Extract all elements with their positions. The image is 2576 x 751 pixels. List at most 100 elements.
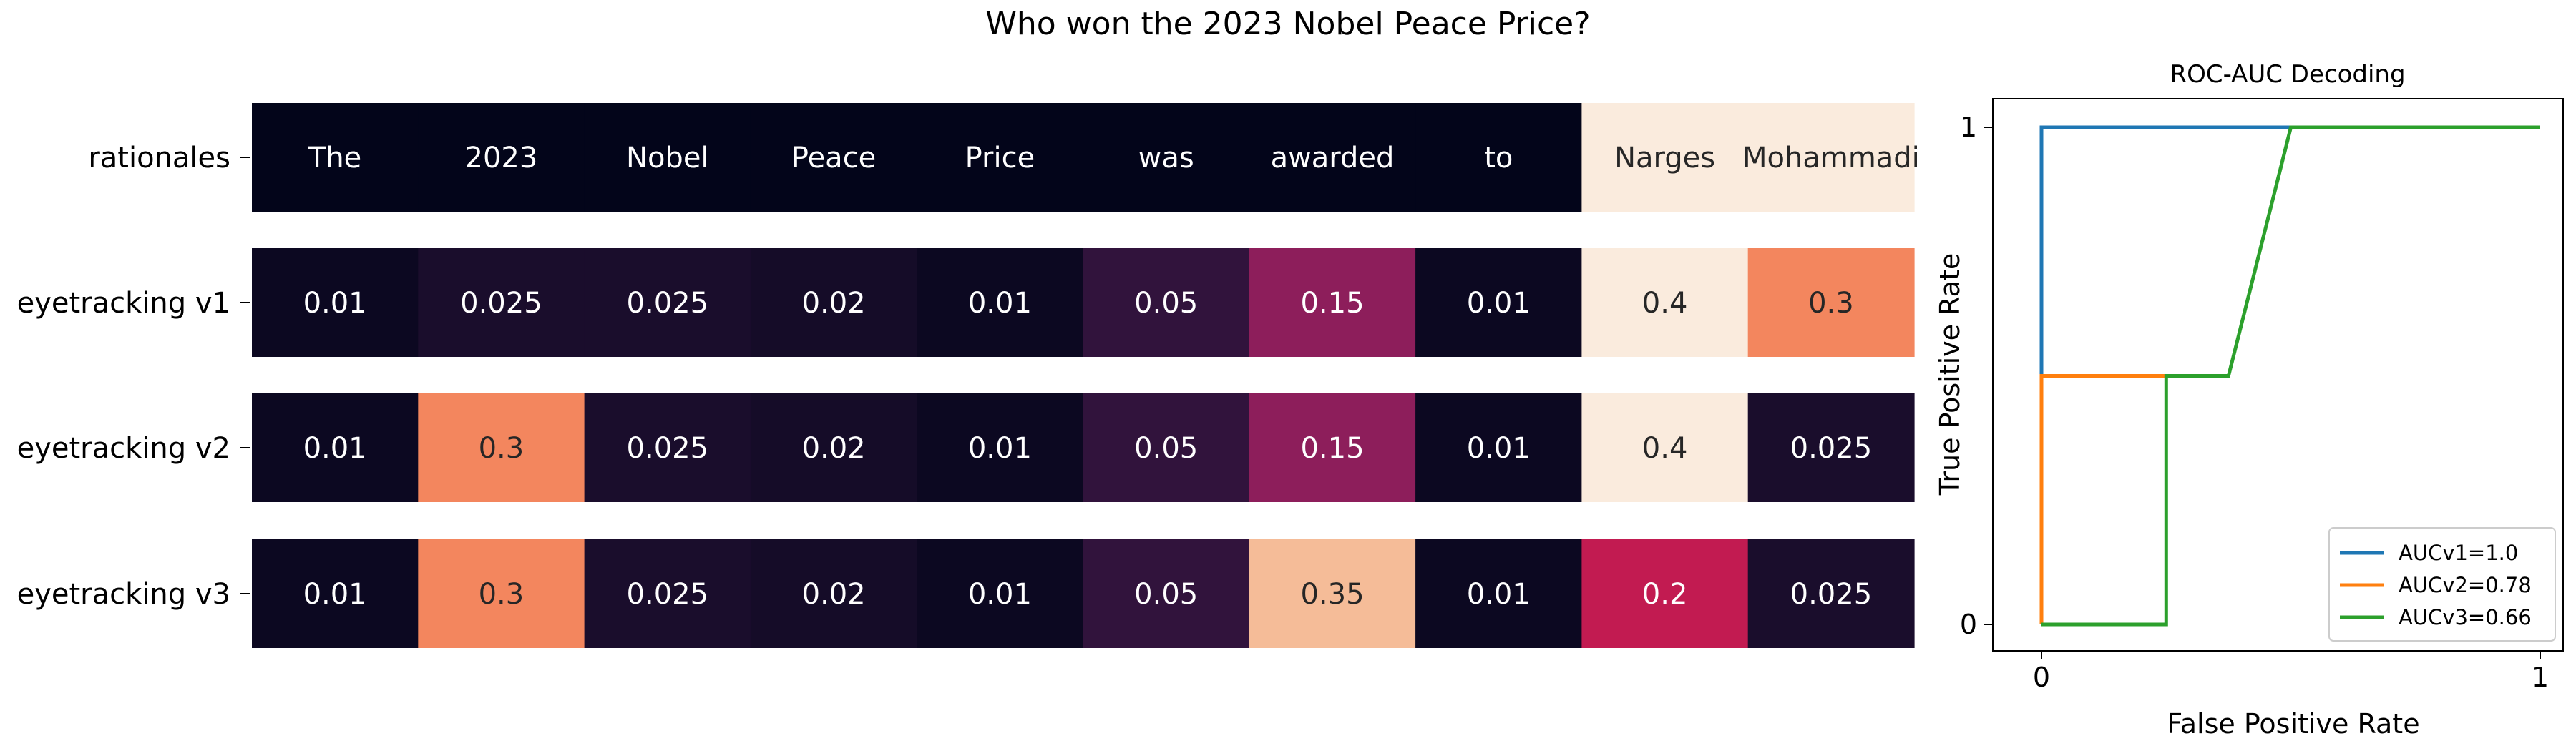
heatmap-row-label: eyetracking v2	[17, 432, 230, 465]
heatmap-cell-label: Narges	[1614, 142, 1715, 175]
heatmap-row-label: rationales	[88, 142, 230, 175]
heatmap-cell	[1249, 103, 1416, 212]
heatmap-cell	[252, 103, 419, 212]
roc-x-tick-label: 1	[2532, 662, 2549, 693]
heatmap-cells: The 2023 Nobel Peace Price was awarded to Narges…	[252, 103, 1920, 648]
heatmap-cell	[584, 393, 751, 502]
roc-series-line-1	[2039, 125, 2540, 376]
heatmap-cell	[1415, 539, 1582, 648]
heatmap-cell	[584, 103, 751, 212]
roc-chart: ROC-AUC Decoding 0 0 1 1 False Positive Rat…	[1934, 60, 2564, 740]
roc-y-tick-label: 1	[1960, 112, 1977, 143]
heatmap-cell	[418, 248, 585, 357]
heatmap-cell-label: 0.025	[627, 578, 709, 611]
heatmap-cell-label: 0.025	[460, 287, 542, 320]
heatmap-cell	[1415, 248, 1582, 357]
heatmap-cell	[1747, 539, 1915, 648]
heatmap-cell	[750, 393, 917, 502]
heatmap-cell	[917, 393, 1084, 502]
heatmap-cell	[1249, 393, 1416, 502]
heatmap-cell	[1083, 248, 1250, 357]
heatmap-cell	[917, 248, 1084, 357]
heatmap-cell	[917, 539, 1084, 648]
heatmap-cell	[1249, 539, 1416, 648]
heatmap-cell	[1415, 393, 1582, 502]
heatmap-cell-label: 2023	[465, 142, 538, 175]
heatmap-cell	[584, 539, 751, 648]
heatmap-cell-label: Mohammadi	[1742, 142, 1920, 175]
heatmap-cell	[1415, 103, 1582, 212]
heatmap-cell	[1581, 393, 1749, 502]
heatmap-cell	[418, 103, 585, 212]
heatmap-cell-label: 0.02	[802, 432, 866, 465]
heatmap-cell-label: 0.01	[968, 287, 1032, 320]
heatmap-cell	[1249, 248, 1416, 357]
figure-title: Who won the 2023 Nobel Peace Price?	[985, 6, 1590, 42]
roc-y-tick-label: 0	[1960, 609, 1977, 640]
heatmap-cell-label: 0.01	[968, 578, 1032, 611]
roc-series-line-3	[2041, 125, 2540, 627]
heatmap-cell-label: 0.01	[1467, 578, 1531, 611]
heatmap-cell-label: The	[308, 142, 361, 175]
heatmap-cell-label: Peace	[791, 142, 876, 175]
heatmap-cell	[1083, 103, 1250, 212]
roc-legend-label: AUCv2=0.78	[2399, 573, 2532, 597]
heatmap-cell	[1747, 103, 1915, 212]
heatmap-cell-label: 0.05	[1134, 287, 1198, 320]
heatmap-cell-label: 0.4	[1642, 287, 1688, 320]
heatmap-row-label: eyetracking v1	[17, 287, 230, 320]
roc-legend-label: AUCv3=0.66	[2399, 605, 2532, 629]
heatmap-cell	[750, 103, 917, 212]
heatmap-cell-label: Price	[965, 142, 1035, 175]
heatmap-cell	[584, 248, 751, 357]
heatmap-cell-label: 0.15	[1300, 287, 1364, 320]
heatmap-cell	[1747, 248, 1915, 357]
heatmap-cell-label: awarded	[1271, 142, 1395, 175]
heatmap-cell-label: 0.01	[1467, 287, 1531, 320]
heatmap-cell	[252, 248, 419, 357]
heatmap-cell-label: 0.35	[1300, 578, 1364, 611]
roc-title: ROC-AUC Decoding	[2170, 60, 2405, 89]
heatmap-cell-label: 0.05	[1134, 578, 1198, 611]
heatmap-cell-label: 0.01	[303, 432, 367, 465]
heatmap-cell-label: 0.01	[1467, 432, 1531, 465]
heatmap-cell-label: 0.3	[479, 432, 525, 465]
heatmap-cell-label: 0.02	[802, 578, 866, 611]
roc-axes-frame	[1992, 98, 2564, 652]
heatmap-cell	[917, 103, 1084, 212]
heatmap-cell-label: 0.025	[627, 432, 709, 465]
heatmap-cell-label: Nobel	[626, 142, 709, 175]
roc-legend: AUCv1=1.0 AUCv2=0.78 AUCv3=0.66	[2328, 527, 2556, 642]
roc-series-line-2	[2039, 374, 2167, 624]
roc-legend-label: AUCv1=1.0	[2399, 541, 2518, 565]
heatmap-cell-label: 0.01	[303, 287, 367, 320]
roc-legend-box	[2328, 527, 2556, 642]
heatmap: The 2023 Nobel Peace Price was awarded to Narges…	[17, 103, 1920, 648]
heatmap-cell	[418, 393, 585, 502]
heatmap-cell	[1581, 248, 1749, 357]
heatmap-cell-label: 0.01	[968, 432, 1032, 465]
heatmap-cell-label: 0.3	[479, 578, 525, 611]
heatmap-cell	[750, 248, 917, 357]
heatmap-cell	[750, 539, 917, 648]
heatmap-cell	[1581, 539, 1749, 648]
heatmap-row-labels: rationales eyetracking v1 eyetracking v2 ey…	[17, 142, 250, 611]
heatmap-cell-label: to	[1484, 142, 1513, 175]
roc-x-axis-label: False Positive Rate	[2167, 708, 2419, 740]
heatmap-cell-label: 0.2	[1642, 578, 1688, 611]
roc-x-tick-label: 0	[2033, 662, 2050, 693]
heatmap-cell-label: was	[1138, 142, 1194, 175]
heatmap-cell-label: 0.025	[1790, 578, 1873, 611]
heatmap-cell-label: 0.15	[1300, 432, 1364, 465]
heatmap-cell-label: 0.4	[1642, 432, 1688, 465]
heatmap-cell	[252, 393, 419, 502]
heatmap-cell	[1083, 393, 1250, 502]
heatmap-cell-label: 0.02	[802, 287, 866, 320]
roc-plot-area: 0 0 1 1	[1960, 98, 2564, 693]
heatmap-cell-label: 0.025	[1790, 432, 1873, 465]
heatmap-cell	[1747, 393, 1915, 502]
roc-y-axis-label: True Positive Rate	[1934, 253, 1966, 496]
heatmap-row-label: eyetracking v3	[17, 578, 230, 611]
heatmap-cell-label: 0.01	[303, 578, 367, 611]
